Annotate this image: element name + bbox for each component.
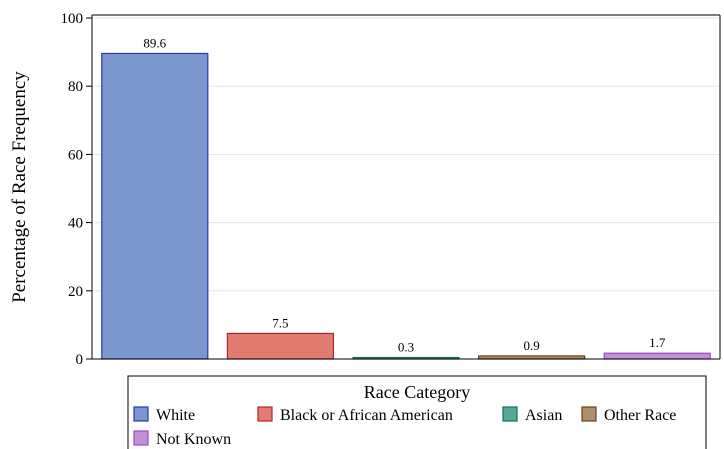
bar-value-label: 7.5 — [272, 315, 288, 330]
bar-value-label: 1.7 — [649, 335, 666, 350]
y-tick-label: 100 — [61, 11, 84, 27]
y-tick-label: 60 — [68, 147, 83, 163]
legend-label: White — [156, 407, 195, 424]
legend-items: White Black or African American Asian Other… — [133, 406, 676, 448]
legend-label: Not Known — [156, 431, 231, 448]
legend-box — [127, 375, 707, 449]
bar-5 — [603, 352, 711, 360]
bar-2 — [226, 332, 334, 360]
legend: Race Category White Black or African Amer… — [127, 375, 707, 449]
bars: 89.6 7.5 0.3 0.9 1.7 — [101, 35, 711, 360]
legend-title: Race Category — [364, 382, 470, 402]
y-tick-label: 20 — [68, 284, 83, 300]
y-tick-label: 0 — [76, 352, 84, 368]
legend-swatch — [133, 430, 149, 446]
legend-swatch — [502, 406, 518, 422]
y-axis-title: Percentage of Race Frequency — [9, 71, 30, 303]
bar-1 — [101, 52, 209, 360]
axes — [91, 14, 721, 360]
y-tick-label: 40 — [68, 216, 83, 232]
legend-swatch — [581, 406, 597, 422]
bar-value-label: 89.6 — [143, 35, 166, 50]
legend-label: Asian — [525, 407, 562, 424]
y-tick-label: 80 — [68, 79, 83, 95]
legend-label: Other Race — [604, 407, 676, 424]
legend-label: Black or African American — [280, 407, 453, 424]
legend-swatch — [257, 406, 273, 422]
bar-value-label: 0.3 — [398, 340, 414, 355]
bar-value-label: 0.9 — [523, 338, 539, 353]
legend-swatch — [133, 406, 149, 422]
y-ticks: 0 20 40 60 80 100 — [61, 11, 92, 368]
